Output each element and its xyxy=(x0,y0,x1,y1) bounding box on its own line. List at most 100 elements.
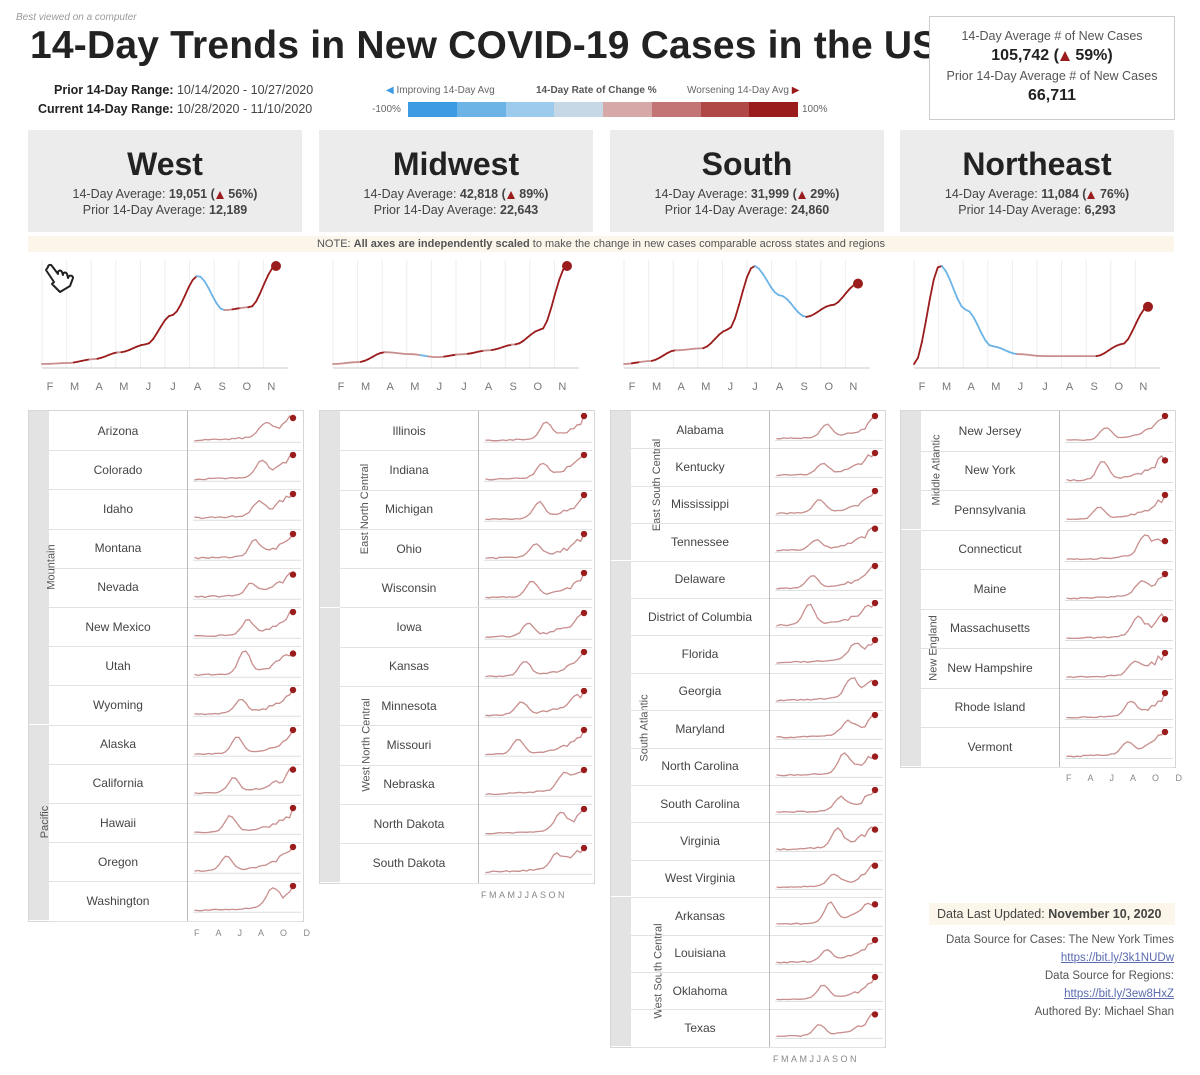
state-row[interactable]: Georgia xyxy=(631,672,883,712)
state-row[interactable]: Oregon xyxy=(49,842,301,883)
sparkline-segment xyxy=(522,702,528,706)
state-name: Louisiana xyxy=(631,934,770,972)
state-row[interactable]: Tennessee xyxy=(631,523,883,562)
month-tick-label: S xyxy=(1091,381,1098,393)
month-tick-label: N xyxy=(267,381,275,393)
sparkline-segment xyxy=(857,949,863,953)
state-row[interactable]: Alaska xyxy=(49,724,301,765)
state-row[interactable]: Delaware xyxy=(631,560,883,599)
regions-source-link[interactable]: https://bit.ly/3ew8HxZ xyxy=(1064,988,1174,1000)
state-row[interactable]: Virginia xyxy=(631,822,883,861)
region-card-northeast[interactable]: Northeast 14-Day Average: 11,084 ( 76%) … xyxy=(900,130,1174,232)
state-row[interactable]: Montana xyxy=(49,528,301,569)
state-row[interactable]: Nebraska xyxy=(340,764,592,805)
legend-worsening: Worsening 14-Day Avg ▶ xyxy=(687,85,799,96)
sparkline-segment xyxy=(522,743,528,750)
state-row[interactable]: North Carolina xyxy=(631,747,883,786)
sparkline-segment xyxy=(820,620,825,624)
sparkline-segment xyxy=(569,621,575,627)
sparkline-segment xyxy=(275,780,281,784)
state-row[interactable]: Arizona xyxy=(49,411,301,452)
state-row[interactable]: New Hampshire xyxy=(921,648,1173,689)
region-card-west[interactable]: West 14-Day Average: 19,051 ( 56%) Prior… xyxy=(28,130,302,232)
region-line-segment xyxy=(259,283,266,295)
state-row[interactable]: Wisconsin xyxy=(340,568,592,609)
sparkline-endpoint xyxy=(289,650,297,657)
month-tick-label: M xyxy=(991,381,1000,393)
state-row[interactable]: New Jersey xyxy=(921,411,1173,452)
state-row[interactable]: Pennsylvania xyxy=(921,490,1173,531)
region-line-segment xyxy=(956,298,963,308)
state-row[interactable]: North Dakota xyxy=(340,804,592,845)
sparkline-segment xyxy=(532,625,538,631)
state-row[interactable]: Utah xyxy=(49,646,301,687)
state-row[interactable]: Hawaii xyxy=(49,803,301,844)
state-sparkline xyxy=(775,901,883,928)
sparkline-segment xyxy=(1150,739,1156,743)
state-row[interactable]: Ohio xyxy=(340,528,592,570)
state-row[interactable]: Washington xyxy=(49,881,301,922)
state-row[interactable]: Indiana xyxy=(340,450,592,491)
region-line-endpoint xyxy=(562,261,572,271)
region-card-south[interactable]: South 14-Day Average: 31,999 ( 29%) Prio… xyxy=(610,130,884,232)
legend-color-swatch xyxy=(749,102,798,117)
region-prior-value: 24,860 xyxy=(791,203,830,217)
state-row[interactable]: Massachusetts xyxy=(921,608,1173,649)
state-row[interactable]: Illinois xyxy=(340,411,592,452)
state-row[interactable]: Arkansas xyxy=(631,897,883,936)
state-row[interactable]: South Carolina xyxy=(631,785,883,824)
sparkline-segment xyxy=(854,837,859,843)
state-row[interactable]: Missouri xyxy=(340,725,592,766)
sparkline-segment xyxy=(542,463,548,467)
state-row[interactable]: Michigan xyxy=(340,489,592,530)
state-row[interactable]: Wyoming xyxy=(49,685,301,726)
state-row[interactable]: Rhode Island xyxy=(921,687,1173,728)
state-row[interactable]: Idaho xyxy=(49,489,301,530)
sparkline-segment xyxy=(539,422,545,431)
state-row[interactable]: Oklahoma xyxy=(631,972,883,1011)
state-row[interactable]: Texas xyxy=(631,1009,883,1048)
state-name: Florida xyxy=(631,635,770,673)
state-row[interactable]: Colorado xyxy=(49,450,301,491)
state-sparkline xyxy=(484,688,592,718)
state-row[interactable]: West Virginia xyxy=(631,859,883,899)
sparkline-segment xyxy=(1103,509,1109,515)
sparkline-segment xyxy=(278,740,284,746)
state-row[interactable]: Connecticut xyxy=(921,529,1173,570)
state-row[interactable]: New Mexico xyxy=(49,607,301,648)
state-row[interactable]: Kansas xyxy=(340,646,592,688)
state-name: Michigan xyxy=(340,489,479,529)
sparkline-segment xyxy=(1137,580,1142,585)
sparkline-segment xyxy=(864,570,869,576)
state-row[interactable]: Florida xyxy=(631,635,883,674)
state-row[interactable]: New York xyxy=(921,450,1173,491)
sparkline-segment xyxy=(238,625,243,631)
region-card-midwest[interactable]: Midwest 14-Day Average: 42,818 ( 89%) Pr… xyxy=(319,130,593,232)
state-row[interactable]: Maine xyxy=(921,569,1173,610)
state-row[interactable]: California xyxy=(49,763,301,804)
cases-source-link[interactable]: https://bit.ly/3k1NUDw xyxy=(1060,952,1174,964)
sparkline-segment xyxy=(867,1013,873,1020)
state-row[interactable]: Iowa xyxy=(340,607,592,648)
region-line-segment xyxy=(742,276,748,292)
sparkline-segment xyxy=(1130,586,1136,594)
state-row[interactable]: Maryland xyxy=(631,710,883,749)
state-row[interactable]: Mississippi xyxy=(631,485,883,525)
state-row[interactable]: South Dakota xyxy=(340,843,592,884)
state-row[interactable]: District of Columbia xyxy=(631,598,883,637)
sparkline-segment xyxy=(261,896,267,904)
sparkline-segment xyxy=(529,708,534,714)
state-row[interactable]: Alabama xyxy=(631,411,883,450)
state-row[interactable]: Vermont xyxy=(921,727,1173,768)
sparkline-segment xyxy=(552,852,558,856)
state-row[interactable]: Nevada xyxy=(49,567,301,608)
sparkline-segment xyxy=(837,875,842,880)
state-row[interactable]: Kentucky xyxy=(631,448,883,487)
month-tick-label: A xyxy=(485,381,493,393)
state-row[interactable]: Louisiana xyxy=(631,934,883,973)
state-row[interactable]: Minnesota xyxy=(340,686,592,727)
